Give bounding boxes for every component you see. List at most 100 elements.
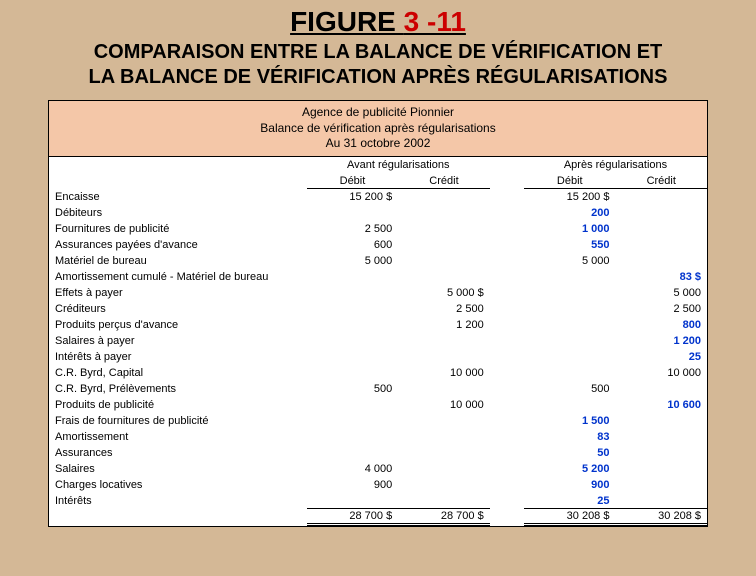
table-row: Produits de publicité10 00010 600 <box>49 397 707 413</box>
cell-bd <box>307 429 398 445</box>
cell-ad: 25 <box>524 493 615 509</box>
cell-bc <box>398 461 489 477</box>
row-label: Effets à payer <box>49 285 307 301</box>
total-ad: 30 208 $ <box>524 509 615 525</box>
balance-table: Avant régularisations Après régularisati… <box>49 157 707 527</box>
cell-bd: 15 200 $ <box>307 189 398 205</box>
table-row: Encaisse15 200 $15 200 $ <box>49 189 707 205</box>
cell-bd <box>307 365 398 381</box>
row-label: C.R. Byrd, Capital <box>49 365 307 381</box>
table-row: Intérêts à payer 25 <box>49 349 707 365</box>
cell-bc <box>398 189 489 205</box>
cell-bd <box>307 413 398 429</box>
header-date: Au 31 octobre 2002 <box>49 136 707 152</box>
totals-row: 28 700 $ 28 700 $ 30 208 $ 30 208 $ <box>49 509 707 525</box>
cell-ac <box>615 205 707 221</box>
cell-ad: 1 500 <box>524 413 615 429</box>
row-label: Encaisse <box>49 189 307 205</box>
cell-ac <box>615 429 707 445</box>
table-row: Matériel de bureau5 0005 000 <box>49 253 707 269</box>
table-row: Intérêts 25 <box>49 493 707 509</box>
cell-bd: 2 500 <box>307 221 398 237</box>
row-label: Amortissement <box>49 429 307 445</box>
cell-ad <box>524 333 615 349</box>
subtitle: COMPARAISON ENTRE LA BALANCE DE VÉRIFICA… <box>20 40 736 90</box>
cell-bd <box>307 285 398 301</box>
row-label: C.R. Byrd, Prélèvements <box>49 381 307 397</box>
figure-number: 3 -11 <box>404 6 466 37</box>
cell-ad: 15 200 $ <box>524 189 615 205</box>
cell-bd <box>307 269 398 285</box>
row-label: Intérêts <box>49 493 307 509</box>
col-debit-after: Débit <box>524 173 615 189</box>
cell-ad: 500 <box>524 381 615 397</box>
subtitle-line2: LA BALANCE DE VÉRIFICATION APRÈS RÉGULAR… <box>89 66 668 88</box>
cell-ac: 5 000 <box>615 285 707 301</box>
row-label: Frais de fournitures de publicité <box>49 413 307 429</box>
cell-bc: 10 000 <box>398 365 489 381</box>
table-frame: Agence de publicité Pionnier Balance de … <box>48 100 708 527</box>
cell-bc <box>398 205 489 221</box>
cell-bc: 1 200 <box>398 317 489 333</box>
cell-ac <box>615 413 707 429</box>
table-row: C.R. Byrd, Capital 10 000 10 000 <box>49 365 707 381</box>
table-row: Assurances50 <box>49 445 707 461</box>
row-label: Amortissement cumulé - Matériel de burea… <box>49 269 307 285</box>
cell-bc <box>398 381 489 397</box>
cell-bd <box>307 493 398 509</box>
row-label: Intérêts à payer <box>49 349 307 365</box>
page: FIGURE 3 -11 COMPARAISON ENTRE LA BALANC… <box>0 0 756 576</box>
table-row: Créditeurs2 5002 500 <box>49 301 707 317</box>
table-row: Effets à payer 5 000 $ 5 000 <box>49 285 707 301</box>
cell-bc <box>398 333 489 349</box>
cell-ad <box>524 317 615 333</box>
cell-ac <box>615 445 707 461</box>
total-ac: 30 208 $ <box>615 509 707 525</box>
section-header-row: Avant régularisations Après régularisati… <box>49 157 707 173</box>
cell-bd: 900 <box>307 477 398 493</box>
cell-bc <box>398 445 489 461</box>
cell-bc <box>398 429 489 445</box>
row-label: Salaires à payer <box>49 333 307 349</box>
row-label: Produits de publicité <box>49 397 307 413</box>
col-debit-before: Débit <box>307 173 398 189</box>
table-row: C.R. Byrd, Prélèvements500500 <box>49 381 707 397</box>
cell-bd <box>307 445 398 461</box>
cell-ac: 25 <box>615 349 707 365</box>
frame-header: Agence de publicité Pionnier Balance de … <box>49 101 707 157</box>
cell-ac: 10 000 <box>615 365 707 381</box>
cell-bd: 600 <box>307 237 398 253</box>
cell-ad <box>524 301 615 317</box>
cell-ad <box>524 365 615 381</box>
cell-ad: 1 000 <box>524 221 615 237</box>
cell-ad <box>524 285 615 301</box>
row-label: Charges locatives <box>49 477 307 493</box>
cell-ac <box>615 381 707 397</box>
cell-ad <box>524 269 615 285</box>
row-label: Fournitures de publicité <box>49 221 307 237</box>
header-company: Agence de publicité Pionnier <box>49 105 707 121</box>
row-label: Créditeurs <box>49 301 307 317</box>
cell-ac <box>615 477 707 493</box>
cell-ac <box>615 221 707 237</box>
cell-ad: 200 <box>524 205 615 221</box>
cell-bd <box>307 301 398 317</box>
cell-bd: 5 000 <box>307 253 398 269</box>
cell-ad <box>524 349 615 365</box>
table-row: Salaires4 0005 200 <box>49 461 707 477</box>
row-label: Produits perçus d'avance <box>49 317 307 333</box>
cell-bc <box>398 253 489 269</box>
section-before: Avant régularisations <box>307 157 490 173</box>
row-label: Assurances <box>49 445 307 461</box>
subtitle-line1: COMPARAISON ENTRE LA BALANCE DE VÉRIFICA… <box>94 41 663 63</box>
cell-bd <box>307 205 398 221</box>
table-row: Amortissement cumulé - Matériel de burea… <box>49 269 707 285</box>
table-row: Débiteurs200 <box>49 205 707 221</box>
col-credit-after: Crédit <box>615 173 707 189</box>
cell-bc: 5 000 $ <box>398 285 489 301</box>
total-bd: 28 700 $ <box>307 509 398 525</box>
figure-prefix: FIGURE <box>290 6 404 37</box>
cell-ac: 1 200 <box>615 333 707 349</box>
table-row: Produits perçus d'avance1 200800 <box>49 317 707 333</box>
cell-ac <box>615 189 707 205</box>
